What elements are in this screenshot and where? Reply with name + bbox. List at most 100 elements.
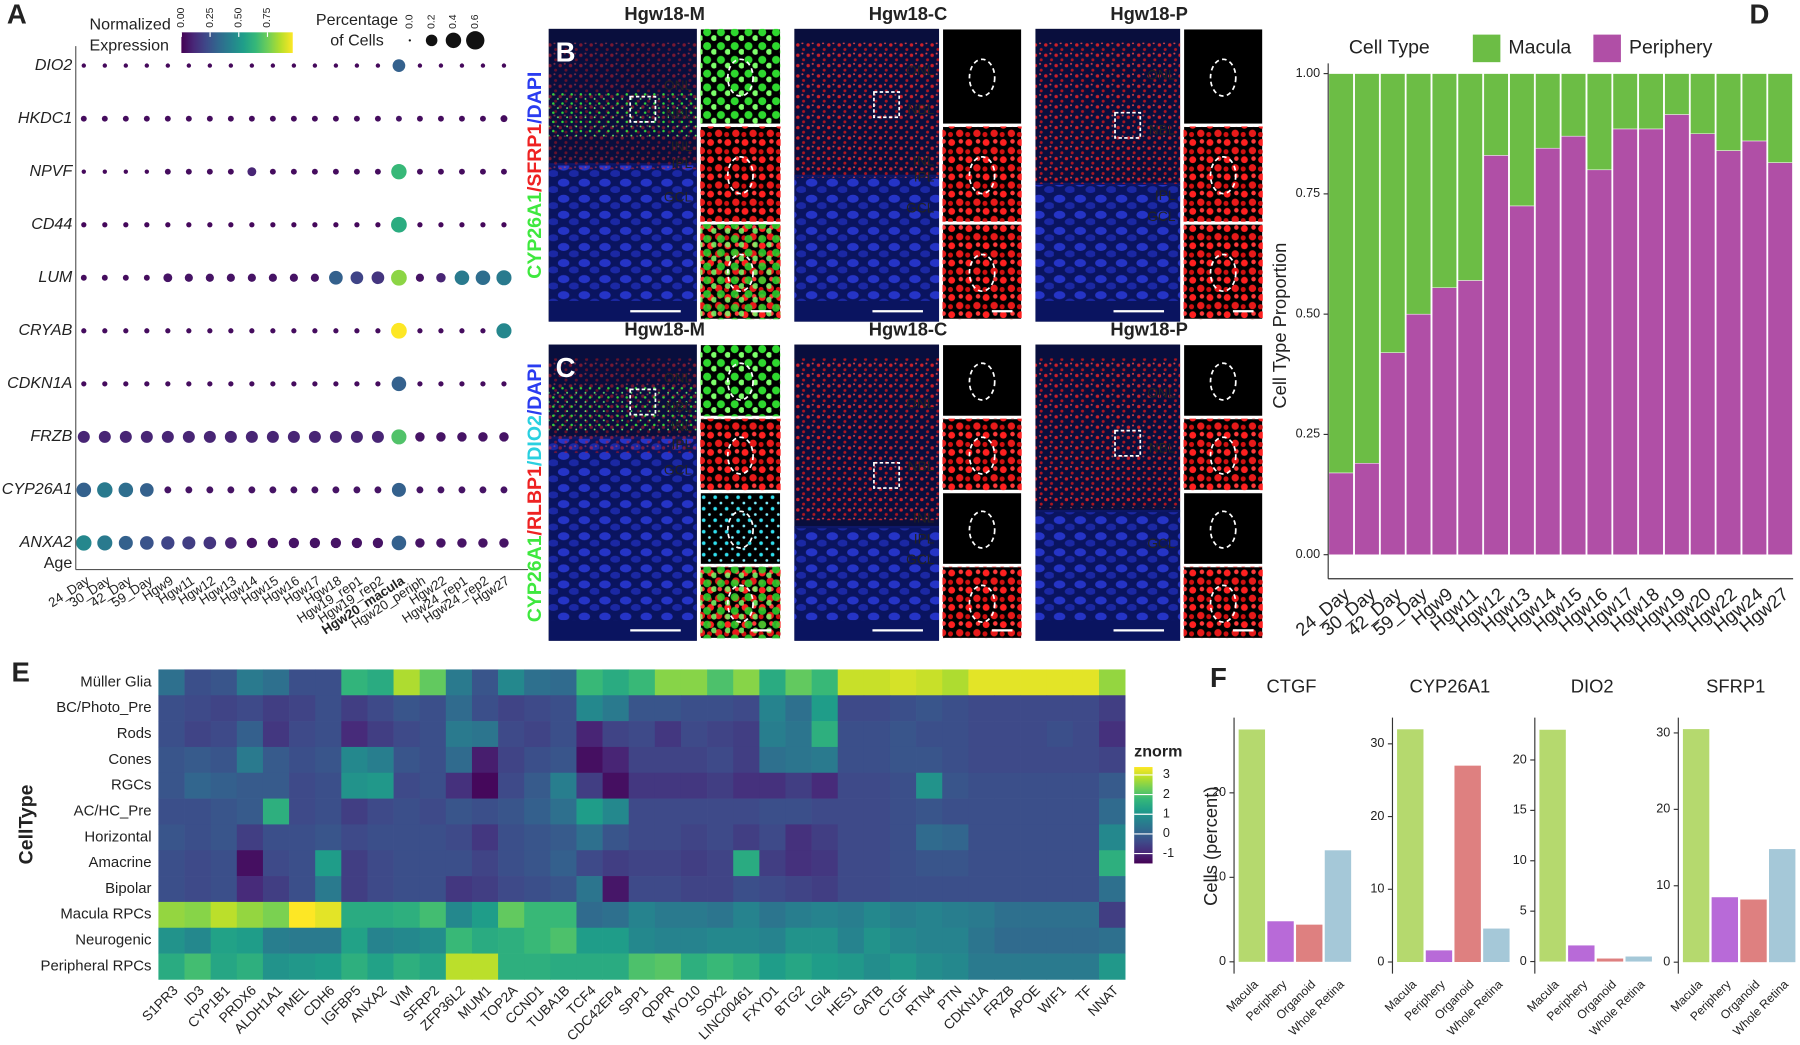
bar bbox=[1324, 850, 1352, 962]
heat-cell bbox=[602, 876, 630, 903]
heat-cell bbox=[916, 798, 943, 825]
bar-segment bbox=[1561, 73, 1587, 137]
dot bbox=[228, 222, 234, 228]
dot bbox=[438, 222, 444, 228]
heat-cell bbox=[628, 876, 656, 903]
image-title: Hgw18-M bbox=[624, 319, 705, 340]
dot bbox=[480, 328, 486, 334]
heat-cell bbox=[889, 695, 917, 722]
heat-cell bbox=[210, 746, 238, 774]
layer-label: ONL bbox=[664, 78, 693, 93]
heat-cell bbox=[628, 953, 656, 980]
dot bbox=[437, 115, 444, 122]
dot bbox=[353, 115, 360, 122]
dot bbox=[266, 430, 279, 443]
heat-cell bbox=[550, 953, 577, 980]
dot bbox=[291, 381, 297, 387]
dot bbox=[118, 535, 133, 550]
legend-title: znorm bbox=[1134, 742, 1182, 760]
chart-title: CTGF bbox=[1266, 676, 1316, 697]
row-label: Rods bbox=[117, 725, 152, 742]
dot bbox=[102, 169, 107, 174]
heat-cell bbox=[445, 876, 473, 903]
heat-cell bbox=[785, 850, 812, 877]
dot bbox=[119, 430, 132, 443]
dot bbox=[165, 328, 171, 334]
dot bbox=[291, 222, 297, 228]
heat-cell bbox=[289, 695, 316, 722]
heat-cell bbox=[889, 901, 917, 929]
heat-cell bbox=[262, 721, 290, 748]
dot bbox=[164, 168, 171, 175]
heat-cell bbox=[524, 695, 551, 722]
heat-cell bbox=[367, 721, 394, 748]
dot bbox=[499, 432, 509, 442]
dot bbox=[290, 115, 297, 122]
image-title: Hgw18-C bbox=[869, 319, 948, 340]
heat-cell bbox=[602, 953, 630, 980]
heat-cell bbox=[184, 876, 212, 903]
image-title: Hgw18-M bbox=[624, 3, 705, 24]
layer-label: INL bbox=[913, 511, 935, 526]
heat-cell bbox=[602, 824, 630, 851]
y-tick-label: 0 bbox=[1663, 955, 1670, 969]
y-tick-label: 20 bbox=[1513, 752, 1527, 766]
heat-cell bbox=[262, 824, 290, 851]
heat-cell bbox=[733, 824, 760, 851]
heat-cell bbox=[654, 876, 682, 903]
crop-outline bbox=[968, 58, 996, 97]
heat-cell bbox=[994, 669, 1021, 696]
heat-cell bbox=[158, 798, 185, 825]
heat-cell bbox=[210, 953, 238, 980]
dot bbox=[227, 486, 235, 494]
heat-cell bbox=[628, 772, 656, 799]
row-label: Horizontal bbox=[84, 828, 151, 845]
heat-cell bbox=[498, 746, 525, 774]
heat-cell bbox=[759, 901, 786, 929]
heat-cell bbox=[315, 695, 342, 722]
heat-cell bbox=[498, 850, 525, 877]
heat-cell bbox=[184, 721, 212, 748]
heat-cell bbox=[916, 772, 943, 799]
green-cells bbox=[548, 384, 697, 431]
dot bbox=[496, 270, 512, 286]
dot bbox=[312, 381, 318, 387]
dot bbox=[459, 63, 465, 68]
heat-cell bbox=[942, 695, 969, 722]
dot bbox=[123, 169, 129, 174]
dot bbox=[374, 168, 381, 175]
heat-cell bbox=[236, 721, 264, 748]
crop bbox=[941, 28, 1023, 125]
heat-cell bbox=[1072, 824, 1100, 851]
heat-cell bbox=[367, 850, 394, 877]
heat-cell bbox=[576, 798, 603, 825]
layer-label: NBL bbox=[1149, 123, 1176, 138]
dot bbox=[496, 323, 512, 339]
heat-cell bbox=[419, 746, 447, 774]
dot bbox=[438, 328, 444, 334]
dot bbox=[391, 429, 407, 445]
heat-cell bbox=[445, 824, 473, 851]
heat-cell bbox=[1099, 695, 1126, 722]
heat-cell bbox=[602, 669, 630, 696]
row-label: RGCs bbox=[111, 777, 152, 794]
dot bbox=[417, 328, 423, 334]
heat-cell bbox=[471, 824, 499, 851]
heat-cell bbox=[968, 927, 995, 954]
dot bbox=[499, 538, 509, 548]
heat-cell bbox=[889, 824, 917, 851]
bar-segment bbox=[1716, 73, 1741, 151]
heat-cell bbox=[210, 695, 238, 722]
heat-cell bbox=[367, 876, 394, 903]
heat-cell bbox=[550, 772, 577, 799]
dot bbox=[354, 222, 360, 228]
heat-cell bbox=[393, 772, 421, 799]
dot bbox=[76, 535, 92, 551]
heat-cell bbox=[236, 772, 264, 799]
layer-label: GCL bbox=[664, 462, 693, 477]
heat-cell bbox=[524, 824, 551, 851]
heat-cell bbox=[158, 772, 185, 799]
heat-cell bbox=[942, 772, 969, 799]
heat-cell bbox=[236, 824, 264, 851]
